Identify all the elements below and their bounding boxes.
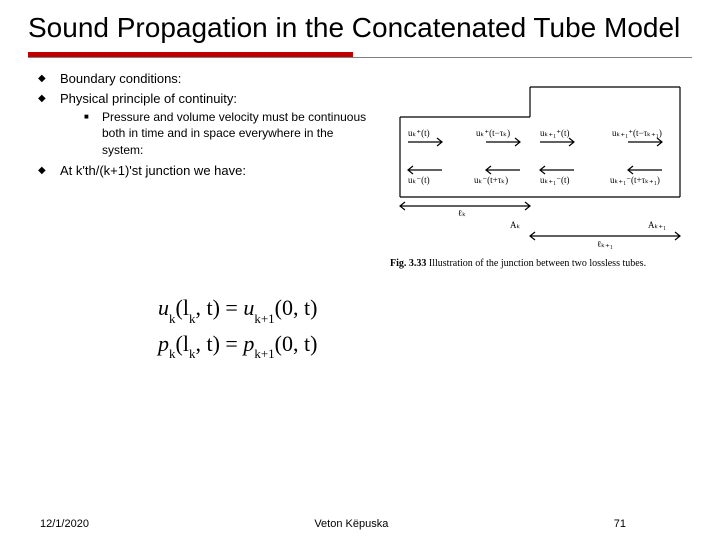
arrow-uk-plus-left: [408, 138, 442, 146]
lbl-Ak1: Aₖ₊₁: [648, 220, 666, 230]
figure-svg: uₖ⁺(t) uₖ⁺(t−τₖ) uₖ₊₁⁺(t) uₖ₊₁⁺(t−τₖ₊₁) …: [390, 72, 690, 252]
lbl-uk-plus-t-mtk: uₖ⁺(t−τₖ): [476, 128, 510, 138]
title-rule: [28, 52, 692, 58]
sub-list: Pressure and volume velocity must be con…: [60, 109, 378, 158]
arrow-uk1-minus-right: [628, 166, 662, 174]
bullet-2: Physical principle of continuity: Pressu…: [32, 90, 378, 158]
eq1-lhs-args-sub: k: [189, 311, 196, 326]
eq2-lhs-args: (l: [176, 331, 189, 356]
lbl-uk-minus-t-ptk: uₖ⁻(t+τₖ): [474, 175, 508, 185]
eq1-lhs-args: (l: [176, 295, 189, 320]
figure-column: uₖ⁺(t) uₖ⁺(t−τₖ) uₖ₊₁⁺(t) uₖ₊₁⁺(t−τₖ₊₁) …: [390, 70, 690, 269]
sub-bullet-1: Pressure and volume velocity must be con…: [76, 109, 378, 158]
bullet-2-text: Physical principle of continuity:: [60, 91, 237, 106]
bullet-list: Boundary conditions: Physical principle …: [28, 70, 378, 179]
eq1-lhs-sub: k: [169, 311, 176, 326]
figure-caption-prefix: Fig. 3.33: [390, 258, 426, 269]
footer-date: 12/1/2020: [40, 518, 89, 530]
eq2-rhs-args: (0, t): [275, 331, 318, 356]
eq2-lhs-sym: p: [158, 331, 169, 356]
slide-footer: 12/1/2020 Veton Këpuska 71: [0, 518, 720, 530]
lbl-uk1-plus-t-mtk1: uₖ₊₁⁺(t−τₖ₊₁): [612, 128, 662, 138]
eq2-rhs-sym: p: [243, 331, 254, 356]
footer-page: 71: [614, 518, 626, 530]
eq1-lhs-sym: u: [158, 295, 169, 320]
arrow-uk-minus-right: [486, 166, 520, 174]
arrow-uk1-minus-left: [540, 166, 574, 174]
slide-title: Sound Propagation in the Concatenated Tu…: [28, 12, 692, 44]
footer-author: Veton Këpuska: [314, 518, 388, 530]
lbl-uk-minus-t: uₖ⁻(t): [408, 175, 430, 185]
bullet-3: At k'th/(k+1)'st junction we have:: [32, 162, 378, 180]
arrow-uk1-plus-left: [540, 138, 574, 146]
figure-caption: Fig. 3.33 Illustration of the junction b…: [390, 258, 690, 269]
figure-caption-rest: Illustration of the junction between two…: [426, 258, 646, 269]
eq1-rhs-sym: u: [243, 295, 254, 320]
eq2-lhs-args-sub: k: [189, 346, 196, 361]
lbl-uk1-minus-t-ptk1: uₖ₊₁⁻(t+τₖ₊₁): [610, 175, 660, 185]
arrow-uk-plus-right: [486, 138, 520, 146]
bullets-column: Boundary conditions: Physical principle …: [28, 70, 378, 269]
equation-2: pk(lk, t) = pk+1(0, t): [158, 331, 692, 360]
lbl-uk1-minus-t: uₖ₊₁⁻(t): [540, 175, 569, 185]
eq1-rhs-args: (0, t): [275, 295, 318, 320]
eq2-rhs-sub: k+1: [254, 346, 274, 361]
equation-1: uk(lk, t) = uk+1(0, t): [158, 295, 692, 324]
content-area: Boundary conditions: Physical principle …: [28, 70, 692, 269]
lbl-uk1-plus-t: uₖ₊₁⁺(t): [540, 128, 569, 138]
lbl-lk1: ℓₖ₊₁: [597, 239, 613, 249]
arrow-uk-minus-left: [408, 166, 442, 174]
lbl-lk: ℓₖ: [458, 208, 466, 218]
rule-thin: [28, 57, 692, 58]
tube-junction-figure: uₖ⁺(t) uₖ⁺(t−τₖ) uₖ₊₁⁺(t) uₖ₊₁⁺(t−τₖ₊₁) …: [390, 72, 690, 252]
eq1-lhs-args-rest: , t) =: [195, 295, 243, 320]
bullet-1: Boundary conditions:: [32, 70, 378, 88]
lbl-uk-plus-t: uₖ⁺(t): [408, 128, 430, 138]
equations-block: uk(lk, t) = uk+1(0, t) pk(lk, t) = pk+1(…: [28, 295, 692, 360]
eq1-rhs-sub: k+1: [254, 311, 274, 326]
lbl-Ak: Aₖ: [510, 220, 520, 230]
eq2-lhs-sub: k: [169, 346, 176, 361]
arrow-uk1-plus-right: [628, 138, 662, 146]
eq2-lhs-args-rest: , t) =: [195, 331, 243, 356]
